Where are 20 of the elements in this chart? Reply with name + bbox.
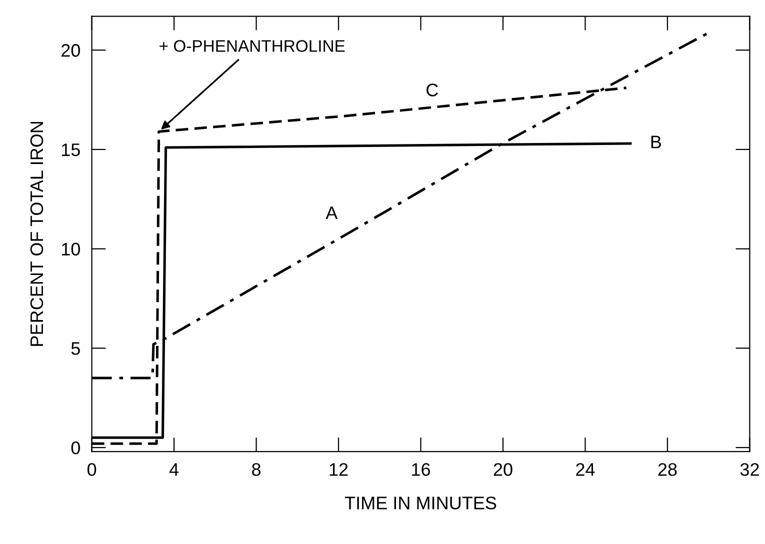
annotation: + O-PHENANTHROLINE: [160, 40, 345, 52]
y-axis-title: PERCENT OF TOTAL IRON: [30, 122, 44, 346]
x-tick-label: 4: [169, 463, 179, 476]
x-tick-label: 32: [740, 463, 759, 476]
y-tick-label: 10: [62, 242, 80, 256]
y-tick-label: 0: [71, 441, 80, 454]
series-label: B: [651, 136, 661, 148]
x-tick-label: 8: [252, 463, 261, 476]
x-tick-label: 0: [87, 463, 96, 476]
y-tick-label: 5: [71, 342, 80, 355]
y-tick-label: 20: [62, 44, 80, 57]
series-label: A: [326, 206, 338, 220]
x-tick-label: 24: [576, 463, 595, 476]
x-tick-label: 12: [330, 463, 348, 476]
x-tick-label: 28: [658, 463, 677, 476]
x-tick-label: 16: [412, 463, 430, 476]
x-tick-label: 20: [494, 463, 512, 476]
y-tick-label: 15: [62, 144, 80, 156]
series-label: C: [426, 84, 438, 96]
x-axis-title: TIME IN MINUTES: [344, 496, 496, 510]
